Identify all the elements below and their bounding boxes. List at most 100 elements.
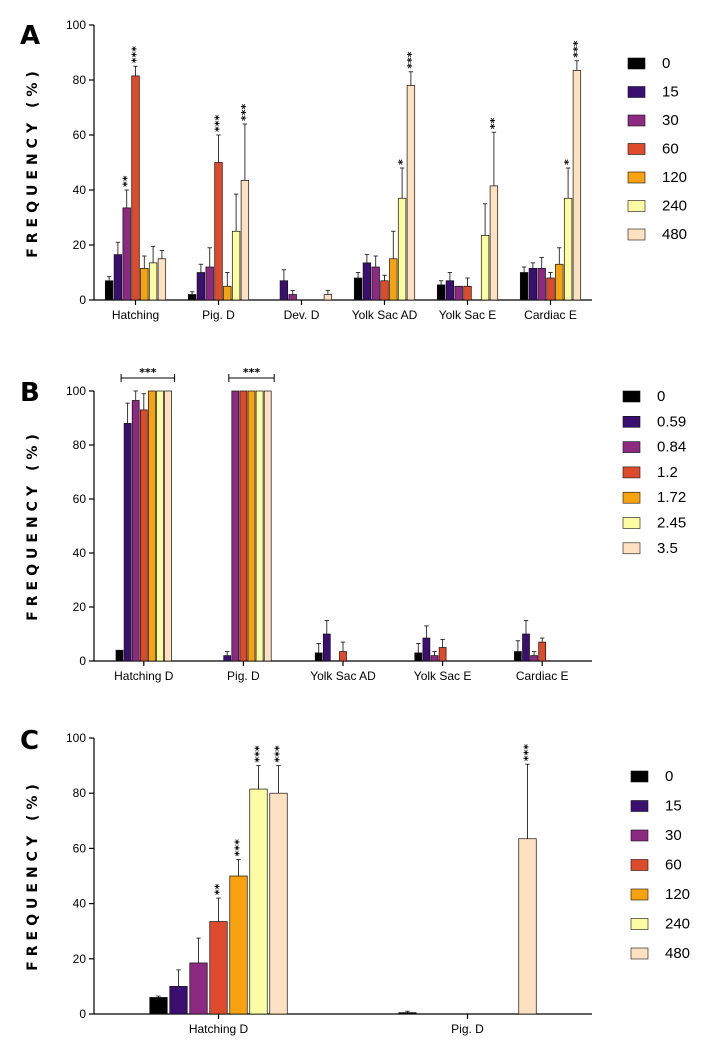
legend-label: 3.5 [657, 540, 678, 557]
y-tick-label: 80 [73, 438, 87, 452]
bar [519, 272, 529, 301]
panel-letter: C [20, 726, 39, 756]
legend-swatch [630, 947, 649, 960]
significance-label: * [396, 159, 409, 165]
legend-swatch [630, 859, 649, 871]
significance-label: *** [233, 839, 246, 857]
legend-swatch [622, 441, 641, 453]
legend-label: 15 [665, 798, 682, 815]
legend-swatch [630, 888, 649, 901]
legend: 0 0.59 0.84 1.2 1.72 2.45 3.5 [622, 388, 686, 557]
legend-swatch [630, 770, 649, 783]
bar [205, 266, 214, 301]
y-tick-label: 60 [73, 492, 87, 506]
y-axis-label: FREQUENCY (%) [25, 779, 41, 971]
legend-label: 120 [662, 169, 687, 186]
significance-label: ** [488, 117, 501, 129]
bar [339, 651, 347, 662]
legend-label: 240 [665, 916, 690, 933]
legend-label: 2.45 [657, 515, 686, 532]
significance-label: *** [213, 114, 226, 132]
y-tick-label: 20 [73, 600, 87, 614]
legend-swatch [630, 800, 649, 812]
bar [149, 997, 168, 1015]
panel-letter: A [20, 21, 40, 51]
bar [480, 235, 490, 301]
bar [463, 285, 472, 301]
bar [140, 268, 149, 301]
bar [528, 268, 538, 301]
bar [115, 649, 124, 662]
bar [122, 207, 131, 301]
bar [209, 921, 228, 1015]
bar [131, 400, 140, 662]
bar [247, 390, 256, 662]
bar [371, 266, 380, 301]
legend-label: 0 [662, 55, 670, 72]
bar [406, 85, 416, 301]
bar [255, 390, 264, 662]
bar [164, 390, 172, 662]
bar [223, 285, 232, 301]
y-axis-label: FREQUENCY (%) [25, 429, 41, 621]
bar [123, 423, 132, 662]
y-tick-label: 100 [66, 18, 86, 32]
legend-label: 15 [662, 84, 679, 101]
legend-label: 0 [657, 388, 665, 405]
legend-swatch [622, 390, 641, 403]
bar [229, 875, 248, 1015]
legend-label: 30 [662, 112, 679, 129]
legend-swatch [622, 517, 641, 529]
legend-label: 0.59 [657, 413, 686, 430]
significance-label: *** [571, 40, 584, 58]
bar [414, 652, 423, 662]
bar [189, 962, 208, 1015]
legend-label: 0.84 [657, 439, 686, 456]
x-category-label: Yolk Sac AD [352, 308, 418, 322]
y-tick-label: 100 [66, 384, 86, 398]
bar [422, 637, 431, 662]
legend-label: 0 [665, 768, 673, 785]
significance-label: *** [130, 46, 143, 64]
legend-label: 60 [665, 857, 682, 874]
legend-swatch [630, 918, 649, 930]
y-tick-label: 80 [73, 73, 87, 87]
bar [322, 633, 331, 662]
x-category-label: Yolk Sac E [439, 308, 497, 322]
legend-swatch [622, 466, 641, 479]
legend: 0 15 30 60 120 240 480 [627, 55, 687, 243]
bar [454, 285, 463, 301]
bar [572, 70, 582, 301]
bracket-label: *** [243, 366, 261, 379]
bar [239, 390, 248, 662]
legend-label: 1.2 [657, 464, 678, 481]
x-category-label: Pig. D [202, 308, 235, 322]
bar [380, 280, 389, 301]
significance-label: * [562, 159, 575, 165]
x-category-label: Yolk Sac E [414, 669, 472, 683]
x-category-label: Hatching D [114, 669, 174, 683]
significance-label: *** [239, 103, 252, 121]
x-category-label: Hatching [112, 308, 159, 322]
bar [249, 788, 268, 1015]
bar [438, 647, 447, 662]
bar [139, 409, 148, 662]
significance-label: *** [405, 51, 418, 69]
bar [430, 655, 439, 662]
legend-label: 480 [665, 945, 690, 962]
bar [546, 277, 555, 301]
bar [187, 294, 197, 301]
bar [231, 390, 240, 662]
y-tick-label: 100 [66, 731, 86, 745]
y-tick-label: 20 [73, 238, 87, 252]
bar [231, 230, 241, 301]
bar [214, 162, 223, 301]
significance-label: *** [273, 745, 286, 763]
legend-swatch [627, 228, 646, 241]
bar [353, 277, 363, 301]
legend-swatch [627, 114, 646, 127]
bar [240, 180, 250, 301]
bracket-label: *** [139, 366, 157, 379]
legend-label: 30 [665, 827, 682, 844]
legend-swatch [622, 415, 641, 428]
